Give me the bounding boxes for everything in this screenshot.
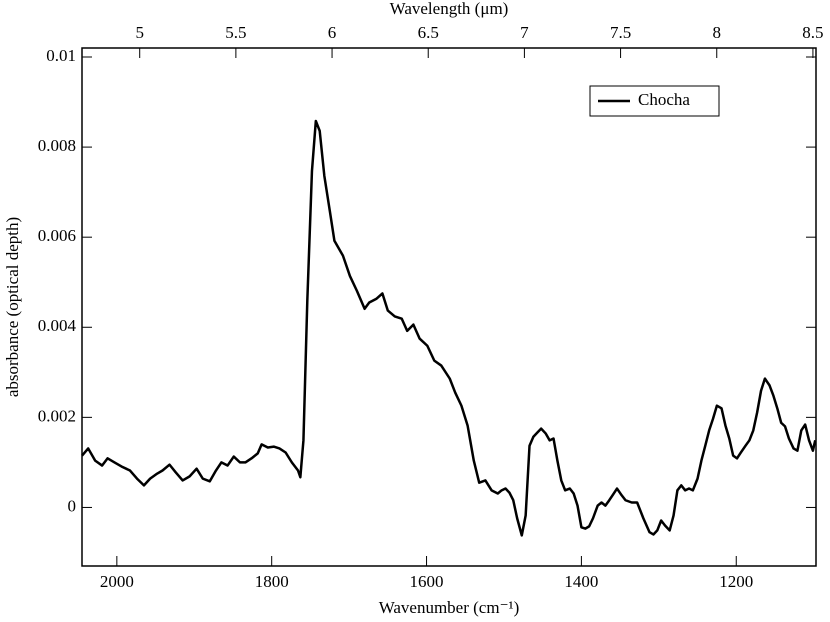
x2-tick-label: 5 xyxy=(135,23,144,42)
x2-tick-label: 7 xyxy=(520,23,529,42)
x2-axis-label: Wavelength (μm) xyxy=(390,0,509,18)
x-axis-label: Wavenumber (cm⁻¹) xyxy=(379,598,520,617)
y-tick-label: 0.004 xyxy=(38,316,77,335)
y-axis-label: absorbance (optical depth) xyxy=(3,217,22,397)
x2-tick-label: 7.5 xyxy=(610,23,631,42)
x2-tick-label: 5.5 xyxy=(225,23,246,42)
y-tick-label: 0.006 xyxy=(38,226,76,245)
x2-tick-label: 6 xyxy=(328,23,337,42)
x-tick-label: 1600 xyxy=(410,572,444,591)
x2-tick-label: 8 xyxy=(712,23,721,42)
x-tick-label: 1800 xyxy=(255,572,289,591)
x-tick-label: 2000 xyxy=(100,572,134,591)
y-tick-label: 0.01 xyxy=(46,46,76,65)
y-tick-label: 0.002 xyxy=(38,406,76,425)
x-tick-label: 1400 xyxy=(564,572,598,591)
y-tick-label: 0.008 xyxy=(38,136,76,155)
data-line xyxy=(81,119,817,537)
x2-tick-label: 6.5 xyxy=(418,23,439,42)
x-tick-label: 1200 xyxy=(719,572,753,591)
x2-tick-label: 8.5 xyxy=(802,23,823,42)
legend-label: Chocha xyxy=(638,90,690,109)
plot-frame xyxy=(81,47,817,567)
y-tick-label: 0 xyxy=(68,496,77,515)
